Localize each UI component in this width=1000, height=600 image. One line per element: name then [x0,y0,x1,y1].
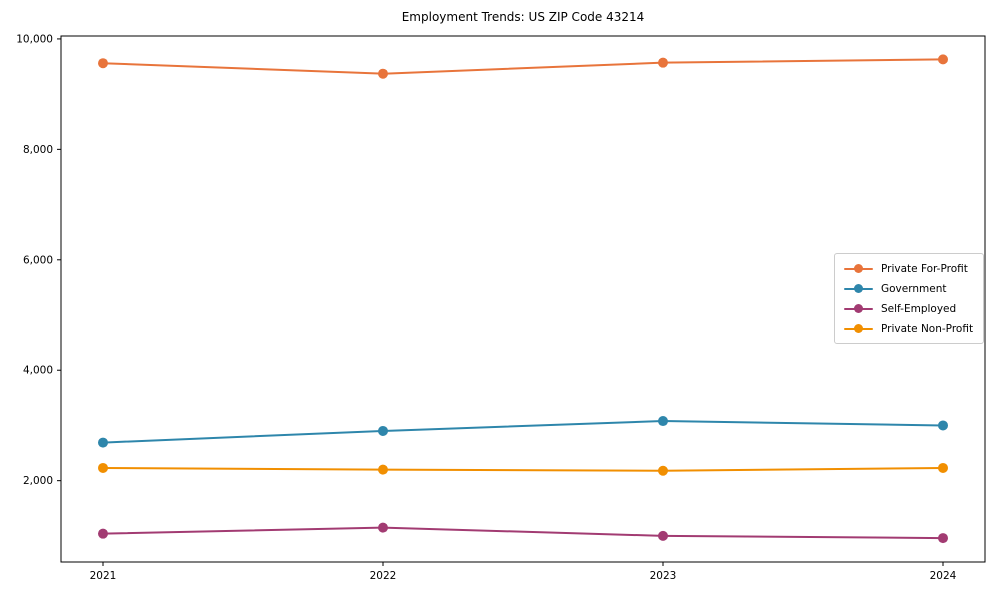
y-tick-label: 4,000 [23,365,53,377]
legend-item-private-for-profit: Private For-Profit [844,261,973,276]
data-point-private-non-profit-2022 [378,464,388,475]
data-point-private-for-profit-2022 [378,68,388,79]
legend-line-dot-marker [844,263,873,274]
data-point-government-2024 [938,420,948,431]
y-tick-label: 2,000 [23,475,53,487]
chart-title: Employment Trends: US ZIP Code 43214 [401,10,645,24]
legend-label: Private For-Profit [881,262,968,275]
legend-label: Private Non-Profit [881,322,974,335]
data-point-self-employed-2021 [98,528,108,539]
legend-item-self-employed: Self-Employed [844,301,973,316]
x-tick-label: 2024 [930,570,957,582]
legend-line-dot-marker [844,323,873,334]
data-point-government-2021 [98,437,108,448]
legend-label: Government [881,282,947,295]
data-point-private-for-profit-2024 [938,54,948,65]
data-point-self-employed-2024 [938,533,948,544]
data-point-private-non-profit-2024 [938,462,948,473]
data-point-self-employed-2022 [378,522,388,533]
data-point-private-non-profit-2023 [658,465,668,476]
x-tick-label: 2021 [90,570,117,582]
data-point-private-for-profit-2023 [658,57,668,68]
legend-item-government: Government [844,281,973,296]
legend: Private For-Profit Government Self-Employe… [834,253,985,344]
series-line-self-employed [102,526,944,540]
y-tick-label: 10,000 [16,33,53,45]
legend-line-dot-marker [844,283,873,294]
series-line-private-non-profit [102,466,944,472]
y-tick-label: 8,000 [23,144,53,156]
x-tick-label: 2022 [370,570,397,582]
data-point-government-2023 [658,416,668,427]
legend-item-private-non-profit: Private Non-Profit [844,321,973,336]
data-point-government-2022 [378,425,388,436]
y-tick-label: 6,000 [23,254,53,266]
legend-line-dot-marker [844,303,873,314]
data-point-private-non-profit-2021 [98,462,108,473]
data-point-private-for-profit-2021 [98,58,108,69]
series-line-private-for-profit [102,58,944,75]
series-line-government [102,420,944,444]
axes-frame [60,35,986,563]
data-point-self-employed-2023 [658,530,668,541]
x-tick-label: 2023 [650,570,677,582]
legend-label: Self-Employed [881,302,957,315]
